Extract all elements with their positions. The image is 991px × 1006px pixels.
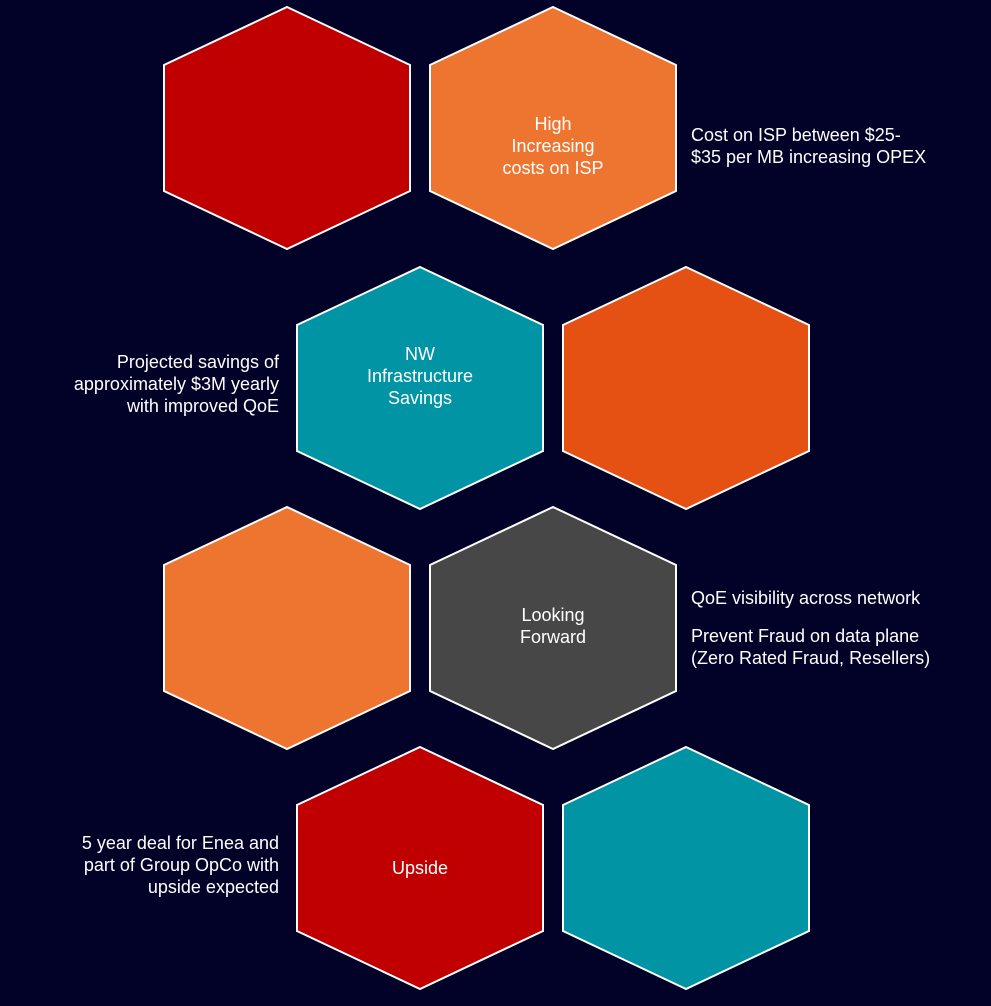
hex-teal-bottom	[562, 745, 810, 991]
hex-label-looking-forward: Looking Forward	[519, 605, 586, 647]
isp-cost-note: Cost on ISP between $25- $35 per MB incr…	[691, 125, 927, 167]
prevent-fraud-note: Prevent Fraud on data plane (Zero Rated …	[691, 626, 931, 668]
hex-red-top	[163, 5, 411, 251]
hex-label-isp-costs: High Increasing costs on ISP	[502, 114, 604, 178]
hex-upside	[296, 745, 544, 991]
savings-note: Projected savings of approximately $3M y…	[73, 352, 279, 416]
hex-label-infrastructure-savings: NW Infrastructure Savings	[366, 344, 474, 408]
hex-orange-mid	[163, 505, 411, 751]
hex-looking-forward	[429, 505, 677, 751]
hex-isp-costs	[429, 5, 677, 251]
hex-infrastructure-savings	[296, 265, 544, 511]
deal-note: 5 year deal for Enea and part of Group O…	[81, 833, 279, 897]
hex-orange-dark	[562, 265, 810, 511]
hex-label-upside: Upside	[391, 858, 449, 878]
qoe-visibility-note: QoE visibility across network	[691, 588, 921, 608]
